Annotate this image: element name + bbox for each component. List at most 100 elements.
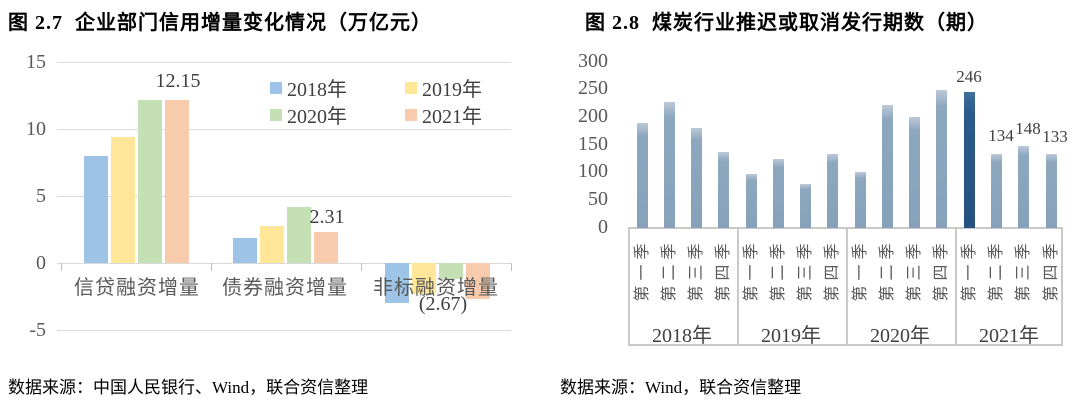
bar-2019年-第二季 — [773, 159, 784, 228]
category-label: 债券融资增量 — [222, 277, 348, 299]
bar-2020年-第四季 — [936, 90, 947, 228]
x-axis-quarter-label: 第二季 — [988, 238, 1005, 302]
bar-2018年-第三季 — [691, 128, 702, 228]
x-axis-quarter-label: 第四季 — [1043, 238, 1060, 302]
data-label: 246 — [956, 67, 982, 86]
bar-2019年-债券融资增量 — [260, 226, 284, 263]
legend-label: 2021年 — [422, 106, 482, 128]
year-divider — [846, 227, 848, 346]
y-axis-label: 15 — [26, 51, 46, 73]
x-axis-quarter-label: 第一季 — [852, 238, 869, 302]
y-axis-label: 0 — [598, 216, 608, 238]
category-boundary-tick — [361, 263, 362, 271]
x-axis-category-box — [628, 227, 1063, 346]
x-axis-quarter-label: 第二季 — [661, 238, 678, 302]
x-axis-quarter-label: 第三季 — [797, 238, 814, 302]
x-axis-quarter-label: 第二季 — [770, 238, 787, 302]
gridline-10 — [57, 129, 511, 130]
legend-swatch — [405, 108, 417, 121]
year-divider — [955, 227, 957, 346]
category-boundary-tick — [511, 263, 512, 271]
legend-label: 2018年 — [287, 79, 347, 101]
legend-item-2018年: 2018年 — [270, 73, 347, 102]
bar-2020年-非标融资增量 — [439, 263, 463, 279]
figure-2-8-source: 数据来源：Wind，联合资信整理 — [560, 378, 802, 397]
legend-swatch — [270, 81, 282, 94]
bar-2019年-第一季 — [746, 174, 757, 228]
category-label: 信贷融资增量 — [74, 277, 200, 299]
gridline-0 — [57, 263, 511, 264]
figure-2-8-plot: 300 250 200 150 100 50 0 第一季 第二季 第三季 第四季 第一季 第二季 第三季第… — [540, 0, 1080, 413]
bar-2018年-信贷融资增量 — [84, 156, 108, 263]
y-axis-label: 150 — [578, 133, 608, 155]
category-boundary-tick — [61, 263, 62, 271]
y-axis-label: 300 — [578, 50, 608, 72]
data-label: 133 — [1042, 127, 1068, 146]
bar-2021年-债券融资增量 — [314, 232, 338, 263]
y-axis-label: 5 — [36, 185, 46, 207]
legend-item-2020年: 2020年 — [270, 100, 347, 129]
bar-2018年-非标融资增量 — [385, 263, 409, 303]
year-divider — [737, 227, 739, 346]
category-label: 非标融资增量 — [373, 277, 499, 299]
figure-2-7-plot: 15 10 5 0 -5 信贷融资增量 债券融资增量 非标融资增量 12.15 2.31 (2.67… — [26, 51, 512, 341]
x-axis-year-label: 2019年 — [761, 325, 821, 347]
bar-2019年-信贷融资增量 — [111, 137, 135, 263]
data-label: 134 — [988, 126, 1014, 145]
bar-2021年-第四季 — [1046, 154, 1057, 228]
gridline-5 — [57, 196, 511, 197]
x-axis-quarter-label: 第三季 — [906, 238, 923, 302]
data-label: 148 — [1015, 119, 1041, 138]
x-axis-quarter-label: 第四季 — [715, 238, 732, 302]
legend-item-2021年: 2021年 — [405, 100, 482, 129]
bar-2018年-债券融资增量 — [233, 238, 257, 263]
gridline--5 — [57, 330, 511, 331]
x-axis-year-label: 2020年 — [870, 325, 930, 347]
bar-2018年-第四季 — [718, 152, 729, 228]
x-axis-year-label: 2021年 — [979, 325, 1039, 347]
bar-2019年-非标融资增量 — [412, 263, 436, 294]
y-axis-label: 50 — [588, 188, 608, 210]
x-axis-quarter-label: 第四季 — [824, 238, 841, 302]
y-axis-label: 250 — [578, 77, 608, 99]
x-axis-quarter-label: 第三季 — [688, 238, 705, 302]
y-axis-label: 200 — [578, 105, 608, 127]
legend-swatch — [270, 108, 282, 121]
x-axis-quarter-label: 第一季 — [743, 238, 760, 302]
y-axis-label: 100 — [578, 160, 608, 182]
x-axis-quarter-label: 第二季 — [879, 238, 896, 302]
bar-2019年-第四季 — [827, 154, 838, 228]
bar-2018年-第一季 — [637, 123, 648, 228]
y-axis-label: 10 — [26, 118, 46, 140]
legend-item-2019年: 2019年 — [405, 73, 482, 102]
bar-2021年-第一季 — [964, 92, 975, 228]
figure-2-7-title: 图 2.7 企业部门信用增量变化情况（万亿元） — [8, 12, 432, 34]
x-axis-quarter-label: 第四季 — [933, 238, 950, 302]
legend-label: 2020年 — [287, 106, 347, 128]
y-axis-label: 0 — [36, 252, 46, 274]
figure-2-8-panel: 图 2.8 煤炭行业推迟或取消发行期数（期） 300 250 200 150 100 50… — [540, 0, 1080, 413]
bar-2021年-第三季 — [1018, 146, 1029, 228]
legend-label: 2019年 — [422, 79, 482, 101]
figure-2-8-title: 图 2.8 煤炭行业推迟或取消发行期数（期） — [585, 12, 988, 34]
gridline-15 — [57, 62, 511, 63]
data-label: 2.31 — [309, 206, 345, 228]
bar-2020年-第二季 — [882, 105, 893, 228]
bar-2021年-第二季 — [991, 154, 1002, 228]
legend-swatch — [405, 81, 417, 94]
category-boundary-tick — [211, 263, 212, 271]
x-axis-quarter-label: 第一季 — [634, 238, 651, 302]
bar-2020年-第三季 — [909, 117, 920, 228]
bar-2018年-第二季 — [664, 102, 675, 228]
figure-2-7-source: 数据来源：中国人民银行、Wind，联合资信整理 — [8, 378, 369, 397]
bar-2020年-第一季 — [855, 172, 866, 228]
data-label: (2.67) — [418, 293, 468, 315]
figure-2-7-panel: 图 2.7 企业部门信用增量变化情况（万亿元） 15 10 5 0 -5 信贷融资增量 债券… — [8, 12, 512, 397]
data-label: 12.15 — [155, 70, 201, 92]
bar-2019年-第三季 — [800, 184, 811, 228]
x-axis-quarter-label: 第一季 — [961, 238, 978, 302]
bar-2021年-信贷融资增量 — [165, 100, 189, 263]
x-axis-year-label: 2018年 — [652, 325, 712, 347]
x-axis-quarter-label: 第三季 — [1015, 238, 1032, 302]
